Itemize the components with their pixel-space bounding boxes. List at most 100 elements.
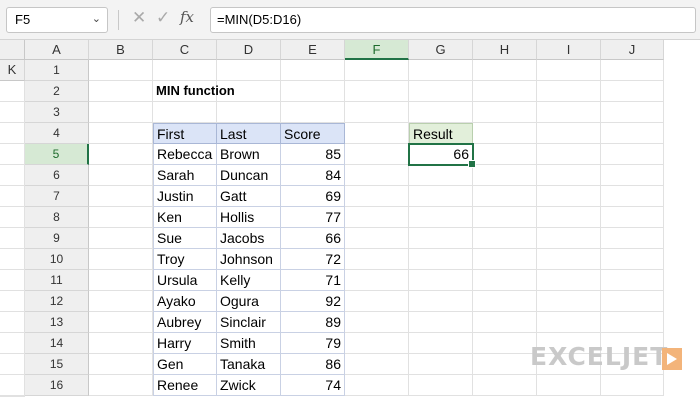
cell-E7[interactable] <box>345 186 409 207</box>
row-header[interactable]: 16 <box>25 375 89 396</box>
confirm-icon[interactable]: ✓ <box>156 8 171 27</box>
cell-F13[interactable] <box>409 312 473 333</box>
cell-A7[interactable] <box>89 186 153 207</box>
table-cell[interactable]: Ayako <box>153 291 217 312</box>
cell-A11[interactable] <box>89 270 153 291</box>
cell-C2[interactable] <box>217 81 281 102</box>
column-header[interactable]: E <box>281 40 345 60</box>
column-header[interactable]: D <box>217 40 281 60</box>
cell-F10[interactable] <box>409 249 473 270</box>
cell-E4[interactable] <box>345 123 409 144</box>
table-cell[interactable]: 85 <box>281 144 345 165</box>
cell-E3[interactable] <box>345 102 409 123</box>
cell-G3[interactable] <box>473 102 537 123</box>
cell-H4[interactable] <box>537 123 601 144</box>
row-header[interactable]: 8 <box>25 207 89 228</box>
cell-F12[interactable] <box>409 291 473 312</box>
cell-E15[interactable] <box>345 354 409 375</box>
row-header[interactable]: 15 <box>25 354 89 375</box>
table-cell[interactable]: Johnson <box>217 249 281 270</box>
row-header[interactable]: 1 <box>25 60 89 81</box>
cell-G5[interactable] <box>473 144 537 165</box>
table-cell[interactable]: Sue <box>153 228 217 249</box>
cell-G16[interactable] <box>473 375 537 396</box>
cell-C3[interactable] <box>217 102 281 123</box>
table-cell[interactable]: 74 <box>281 375 345 396</box>
cell-J3[interactable] <box>0 123 25 144</box>
cell-G6[interactable] <box>473 165 537 186</box>
cell-I5[interactable] <box>601 144 664 165</box>
cell-H16[interactable] <box>537 375 601 396</box>
cell-A1[interactable] <box>89 60 153 81</box>
column-header[interactable]: C <box>153 40 217 60</box>
table-cell[interactable]: 71 <box>281 270 345 291</box>
cell-I2[interactable] <box>601 81 664 102</box>
cell-H10[interactable] <box>537 249 601 270</box>
cell-F7[interactable] <box>409 186 473 207</box>
cell-F8[interactable] <box>409 207 473 228</box>
cell-I4[interactable] <box>601 123 664 144</box>
cell-B1[interactable] <box>153 60 217 81</box>
cell-H13[interactable] <box>537 312 601 333</box>
cell-I6[interactable] <box>601 165 664 186</box>
table-header[interactable]: Last <box>217 123 281 144</box>
cell-F6[interactable] <box>409 165 473 186</box>
table-cell[interactable]: Gen <box>153 354 217 375</box>
cell-C1[interactable] <box>217 60 281 81</box>
cell-G12[interactable] <box>473 291 537 312</box>
cell-I7[interactable] <box>601 186 664 207</box>
cell-J1[interactable] <box>0 81 25 102</box>
cell-F15[interactable] <box>409 354 473 375</box>
table-cell[interactable]: 69 <box>281 186 345 207</box>
cell-H14[interactable] <box>537 333 601 354</box>
cell-H6[interactable] <box>537 165 601 186</box>
cell-I16[interactable] <box>601 375 664 396</box>
cell-G8[interactable] <box>473 207 537 228</box>
cell-F1[interactable] <box>409 60 473 81</box>
cell-E1[interactable] <box>345 60 409 81</box>
cell-G10[interactable] <box>473 249 537 270</box>
table-cell[interactable]: Jacobs <box>217 228 281 249</box>
table-cell[interactable]: 77 <box>281 207 345 228</box>
cell-J4[interactable] <box>0 144 25 165</box>
row-header[interactable]: 12 <box>25 291 89 312</box>
select-all-corner[interactable] <box>0 40 25 60</box>
table-cell[interactable]: Aubrey <box>153 312 217 333</box>
cell-J2[interactable] <box>0 102 25 123</box>
cell-G4[interactable] <box>473 123 537 144</box>
cell-B3[interactable] <box>153 102 217 123</box>
table-cell[interactable]: Smith <box>217 333 281 354</box>
table-cell[interactable]: Ogura <box>217 291 281 312</box>
cell-J13[interactable] <box>0 333 25 354</box>
cell-H11[interactable] <box>537 270 601 291</box>
table-cell[interactable]: Duncan <box>217 165 281 186</box>
cell-J16[interactable] <box>0 396 25 397</box>
cell-I13[interactable] <box>601 312 664 333</box>
column-header[interactable]: J <box>601 40 664 60</box>
table-cell[interactable]: 89 <box>281 312 345 333</box>
result-value-cell[interactable]: 66 <box>408 143 476 168</box>
cell-E10[interactable] <box>345 249 409 270</box>
cell-E12[interactable] <box>345 291 409 312</box>
row-header[interactable]: 10 <box>25 249 89 270</box>
cell-G14[interactable] <box>473 333 537 354</box>
cell-A15[interactable] <box>89 354 153 375</box>
row-header[interactable]: 6 <box>25 165 89 186</box>
column-header[interactable]: I <box>537 40 601 60</box>
row-header[interactable]: 5 <box>25 144 89 165</box>
cell-A10[interactable] <box>89 249 153 270</box>
column-header[interactable]: G <box>409 40 473 60</box>
cell-A8[interactable] <box>89 207 153 228</box>
cell-E16[interactable] <box>345 375 409 396</box>
table-cell[interactable]: 66 <box>281 228 345 249</box>
cell-F16[interactable] <box>409 375 473 396</box>
cell-E14[interactable] <box>345 333 409 354</box>
row-header[interactable]: 11 <box>25 270 89 291</box>
table-cell[interactable]: Renee <box>153 375 217 396</box>
table-cell[interactable]: 86 <box>281 354 345 375</box>
cell-J7[interactable] <box>0 207 25 228</box>
cell-F3[interactable] <box>409 102 473 123</box>
cell-A6[interactable] <box>89 165 153 186</box>
cell-J14[interactable] <box>0 354 25 375</box>
cell-J11[interactable] <box>0 291 25 312</box>
